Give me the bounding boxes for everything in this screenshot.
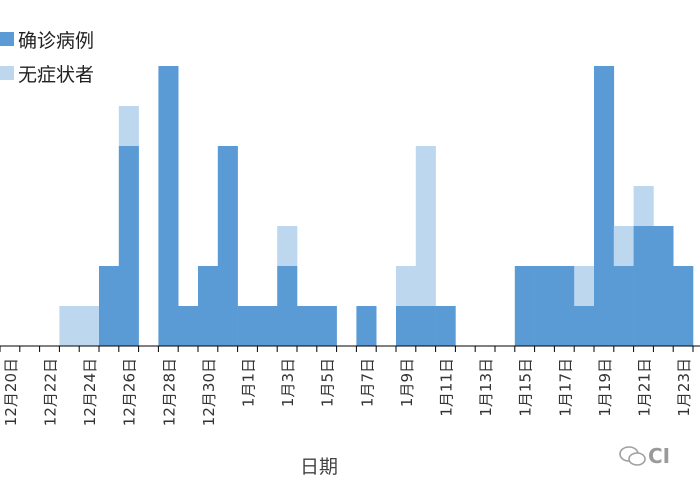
watermark-text: CI [648, 444, 671, 468]
bar-confirmed-12 [237, 306, 258, 346]
bar-confirmed-31 [613, 266, 634, 346]
bar-confirmed-20 [396, 306, 417, 346]
x-tick-label: 1月1日 [240, 358, 258, 407]
x-axis-title: 日期 [300, 456, 339, 478]
bar-asymptomatic-32 [633, 186, 654, 226]
x-tick-label: 1月3日 [279, 358, 297, 407]
bar-asymptomatic-21 [415, 146, 436, 306]
chart-legend: 确诊病例 无症状者 [0, 22, 94, 90]
x-tick-label: 12月24日 [81, 358, 99, 426]
bar-confirmed-26 [514, 266, 535, 346]
bar-confirmed-11 [217, 146, 238, 346]
bar-confirmed-22 [435, 306, 456, 346]
bar-confirmed-9 [178, 306, 199, 346]
bar-confirmed-14 [277, 266, 298, 346]
bar-confirmed-5 [99, 266, 120, 346]
bar-confirmed-29 [574, 306, 595, 346]
x-tick-label: 1月5日 [319, 358, 337, 407]
bar-confirmed-15 [297, 306, 318, 346]
legend-swatch-asymptomatic [0, 66, 14, 80]
bar-asymptomatic-4 [79, 306, 100, 346]
x-tick-label: 1月7日 [358, 358, 376, 407]
bar-asymptomatic-3 [59, 306, 80, 346]
x-tick-label: 1月9日 [398, 358, 416, 407]
bar-confirmed-13 [257, 306, 278, 346]
bar-confirmed-34 [673, 266, 694, 346]
bar-confirmed-10 [198, 266, 219, 346]
x-tick-label: 1月23日 [675, 358, 693, 417]
bar-asymptomatic-31 [613, 226, 634, 266]
x-tick-label: 1月21日 [636, 358, 654, 417]
bar-confirmed-21 [415, 306, 436, 346]
watermark: CI [618, 444, 670, 468]
legend-item-confirmed: 确诊病例 [0, 22, 94, 56]
x-tick-label: 12月26日 [121, 358, 139, 426]
wechat-icon [619, 446, 646, 466]
legend-swatch-confirmed [0, 32, 14, 46]
bar-confirmed-30 [594, 66, 615, 346]
bar-confirmed-28 [554, 266, 575, 346]
bar-confirmed-16 [316, 306, 337, 346]
bar-asymptomatic-6 [118, 106, 139, 146]
x-tick-label: 1月15日 [517, 358, 535, 417]
x-tick-label: 12月22日 [42, 358, 60, 426]
x-tick-label: 1月17日 [556, 358, 574, 417]
x-tick-label: 12月30日 [200, 358, 218, 426]
bar-confirmed-32 [633, 226, 654, 346]
bar-confirmed-27 [534, 266, 555, 346]
legend-item-asymptomatic: 无症状者 [0, 56, 94, 90]
x-tick-label: 1月19日 [596, 358, 614, 417]
x-tick-label: 12月20日 [2, 358, 20, 426]
bar-confirmed-33 [653, 226, 674, 346]
bar-confirmed-18 [356, 306, 377, 346]
bar-asymptomatic-29 [574, 266, 595, 306]
x-tick-label: 1月11日 [438, 358, 456, 417]
x-tick-label: 12月28日 [160, 358, 178, 426]
x-tick-label: 1月13日 [477, 358, 495, 417]
bar-asymptomatic-20 [396, 266, 417, 306]
bar-confirmed-6 [118, 146, 139, 346]
bar-asymptomatic-14 [277, 226, 298, 266]
bar-confirmed-8 [158, 66, 179, 346]
legend-label-asymptomatic: 无症状者 [18, 63, 95, 86]
legend-label-confirmed: 确诊病例 [18, 29, 95, 52]
